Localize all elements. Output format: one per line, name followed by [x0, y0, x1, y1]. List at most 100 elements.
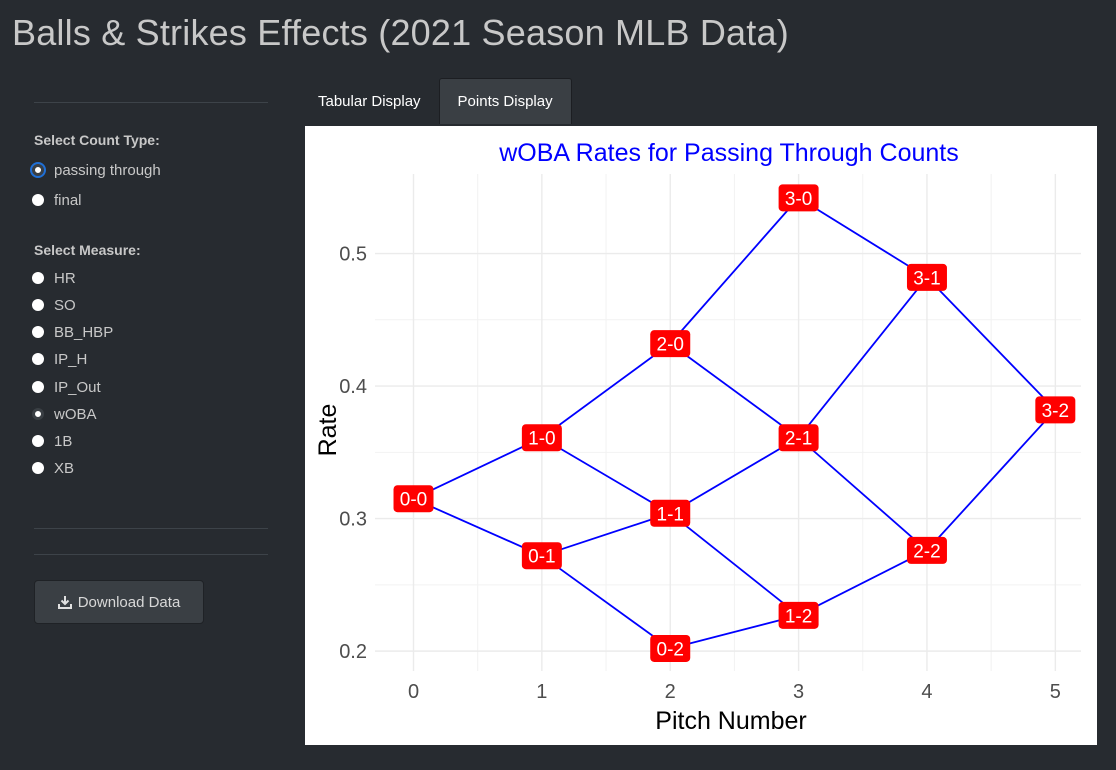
chart-title: wOBA Rates for Passing Through Counts: [498, 139, 959, 167]
radio-count-final[interactable]: final: [32, 189, 82, 211]
radio-measure-ip-out[interactable]: IP_Out: [32, 376, 101, 398]
x-tick-label: 0: [408, 681, 419, 703]
radio-label: passing through: [54, 161, 161, 179]
radio-count-passing-through[interactable]: passing through: [32, 159, 161, 181]
count-label-2-2: 2-2: [906, 536, 947, 564]
tab-tabular-display[interactable]: Tabular Display: [318, 92, 421, 110]
measure-label: Select Measure:: [34, 242, 141, 258]
edge-line: [669, 512, 800, 617]
radio-label: IP_H: [54, 350, 88, 368]
count-label-box: [521, 424, 562, 452]
count-type-label: Select Count Type:: [34, 132, 160, 148]
edge-line: [798, 549, 928, 617]
radio-label: BB_HBP: [54, 323, 114, 341]
edge-line: [541, 436, 671, 515]
chart-panel: 0-0 1-0 0-1 2-0 1-1 0-2 3-0 2-1 1-2 3-1 2-2 3-2 0 1 2…: [305, 126, 1097, 745]
count-label-text: 0-0: [400, 490, 427, 511]
count-label-text: 0-1: [528, 547, 555, 568]
count-label-1-2: 1-2: [778, 601, 819, 629]
sidebar-divider-mid: [34, 528, 268, 529]
radio-button[interactable]: [32, 353, 44, 365]
y-axis-title: Rate: [314, 404, 342, 457]
edge-line: [798, 197, 928, 279]
x-tick-label: 5: [1050, 681, 1061, 703]
radio-label: HR: [54, 269, 76, 287]
edge-line: [670, 614, 799, 650]
radio-button[interactable]: [32, 164, 44, 176]
count-label-text: 2-2: [913, 541, 940, 562]
edge-line: [797, 276, 928, 439]
count-label-2-0: 2-0: [650, 330, 691, 358]
radio-measure-ip-h[interactable]: IP_H: [32, 348, 87, 370]
count-label-box: [650, 330, 691, 358]
count-label-0-1: 0-1: [521, 542, 562, 570]
y-tick-label: 0.3: [339, 509, 367, 531]
edge-line: [798, 437, 928, 552]
edge-line: [669, 197, 800, 345]
radio-measure-bb-hbp[interactable]: BB_HBP: [32, 321, 113, 343]
radio-button[interactable]: [32, 381, 44, 393]
radio-button[interactable]: [32, 299, 44, 311]
x-tick-label: 4: [921, 681, 932, 703]
count-label-box: [906, 263, 947, 291]
radio-measure-so[interactable]: SO: [32, 294, 76, 316]
count-label-3-1: 3-1: [906, 263, 947, 291]
count-label-box: [393, 485, 434, 513]
count-label-box: [778, 424, 819, 452]
grid-layer: [375, 174, 1081, 671]
y-tick-label: 0.5: [339, 244, 367, 266]
tab-points-display[interactable]: Points Display: [438, 78, 572, 124]
count-label-text: 3-0: [785, 189, 812, 210]
edge-line: [413, 497, 543, 557]
edge-line: [926, 276, 1056, 411]
count-label-text: 1-0: [528, 429, 555, 450]
sidebar-divider-low: [34, 554, 268, 555]
sidebar-divider-top: [34, 102, 268, 103]
axis-layer: 0 1 2 3 4 5 0.2 0.3 0.4 0.5: [339, 244, 1061, 703]
radio-label: 1B: [54, 432, 73, 450]
count-label-box: [650, 634, 691, 662]
edge-line: [541, 512, 671, 557]
radio-button[interactable]: [32, 272, 44, 284]
count-label-0-2: 0-2: [650, 634, 691, 662]
y-tick-label: 0.2: [339, 641, 367, 663]
radio-measure-woba[interactable]: wOBA: [32, 403, 97, 425]
edge-layer: [413, 197, 1056, 650]
count-label-box: [521, 542, 562, 570]
count-label-3-0: 3-0: [778, 184, 819, 212]
count-label-box: [650, 499, 691, 527]
count-label-box: [778, 184, 819, 212]
count-label-text: 0-2: [657, 639, 684, 660]
radio-button[interactable]: [32, 326, 44, 338]
radio-measure-1b[interactable]: 1B: [32, 430, 72, 452]
count-label-2-1: 2-1: [778, 424, 819, 452]
count-label-text: 1-1: [657, 504, 684, 525]
x-tick-label: 1: [536, 681, 547, 703]
x-tick-label: 3: [793, 681, 804, 703]
edge-line: [413, 436, 543, 500]
radio-button[interactable]: [32, 408, 44, 420]
radio-button[interactable]: [32, 194, 44, 206]
radio-label: SO: [54, 296, 76, 314]
count-label-1-1: 1-1: [650, 499, 691, 527]
radio-button[interactable]: [32, 435, 44, 447]
radio-button[interactable]: [32, 462, 44, 474]
radio-measure-hr[interactable]: HR: [32, 267, 76, 289]
edge-line: [926, 409, 1056, 552]
x-tick-label: 2: [665, 681, 676, 703]
radio-label: wOBA: [54, 405, 97, 423]
count-label-text: 1-2: [785, 606, 812, 627]
count-label-box: [906, 536, 947, 564]
edge-line: [669, 342, 800, 439]
download-data-button[interactable]: Download Data: [34, 580, 204, 624]
label-layer: 0-0 1-0 0-1 2-0 1-1 0-2 3-0 2-1 1-2 3-1 2-2 3-2: [393, 184, 1076, 662]
download-icon: [57, 595, 72, 609]
y-tick-label: 0.4: [339, 376, 367, 398]
count-label-box: [778, 601, 819, 629]
app-title: Balls & Strikes Effects (2021 Season MLB…: [12, 12, 789, 53]
radio-measure-xb[interactable]: XB: [32, 457, 74, 479]
tab-bar: Tabular Display Points Display: [300, 78, 572, 124]
download-button-label: Download Data: [77, 593, 181, 611]
edge-line: [669, 436, 800, 515]
edge-line: [541, 554, 671, 650]
